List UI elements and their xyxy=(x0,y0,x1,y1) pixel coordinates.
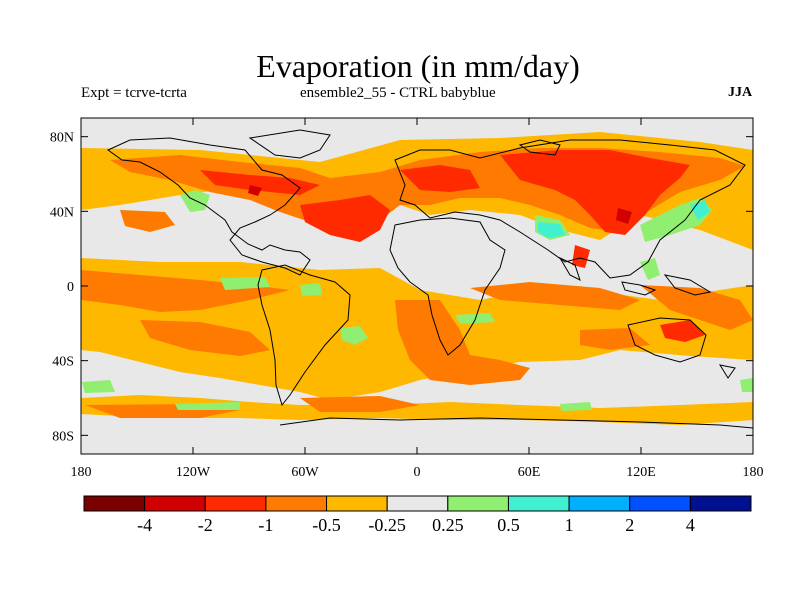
colorbar-swatch xyxy=(265,495,328,512)
lon-tick-label: 120E xyxy=(626,465,656,480)
moderate-positive-regions xyxy=(538,200,710,238)
colorbar-label: -0.25 xyxy=(368,515,406,535)
colorbar-label: 4 xyxy=(686,515,695,535)
colorbar-swatch xyxy=(689,495,752,512)
colorbar: -4 -2 -1 -0.5 -0.25 0.25 0.5 1 2 4 xyxy=(83,495,752,535)
lon-tick-label: 180 xyxy=(71,465,92,480)
lon-tick-label: 180 xyxy=(743,465,764,480)
colorbar-label: 2 xyxy=(625,515,634,535)
colorbar-swatch xyxy=(447,495,509,512)
colorbar-swatch xyxy=(629,495,691,512)
colorbar-label: 0.5 xyxy=(497,515,520,535)
ensemble-label: ensemble2_55 - CTRL babyblue xyxy=(300,85,496,101)
lat-tick-label: 0 xyxy=(67,280,74,295)
colorbar-swatch xyxy=(568,495,631,512)
lat-tick-label: 80N xyxy=(50,131,74,146)
colorbar-swatch xyxy=(204,495,267,512)
axis-ticks: 80N 40N 0 40S 80S 180 120W 60W 0 60E 120E 180 xyxy=(50,118,764,480)
strong-negative-regions xyxy=(200,150,705,342)
very-strong-negative-regions xyxy=(248,185,632,224)
colorbar-swatch xyxy=(507,495,570,512)
colorbar-label: -4 xyxy=(137,515,152,535)
colorbar-swatch xyxy=(144,495,206,512)
colorbar-label: -2 xyxy=(198,515,213,535)
colorbar-label: -1 xyxy=(258,515,273,535)
map-field xyxy=(81,118,753,454)
colorbar-label: 0.25 xyxy=(432,515,464,535)
colorbar-swatch xyxy=(386,495,449,512)
colorbar-swatch xyxy=(326,495,388,512)
lat-tick-label: 40S xyxy=(52,355,74,370)
lon-tick-label: 60E xyxy=(518,465,541,480)
colorbar-swatch xyxy=(83,495,146,512)
lon-tick-label: 0 xyxy=(414,465,421,480)
colorbar-label: -0.5 xyxy=(312,515,341,535)
colorbar-label: 1 xyxy=(565,515,574,535)
map-title: Evaporation (in mm/day) xyxy=(256,48,580,84)
lat-tick-label: 40N xyxy=(50,205,74,220)
coastlines xyxy=(107,129,753,429)
season-label: JJA xyxy=(728,85,753,100)
lon-tick-label: 120W xyxy=(176,465,211,480)
lon-tick-label: 60W xyxy=(291,465,319,480)
lat-tick-label: 80S xyxy=(52,429,74,444)
experiment-label: Expt = tcrve-tcrta xyxy=(81,85,187,101)
